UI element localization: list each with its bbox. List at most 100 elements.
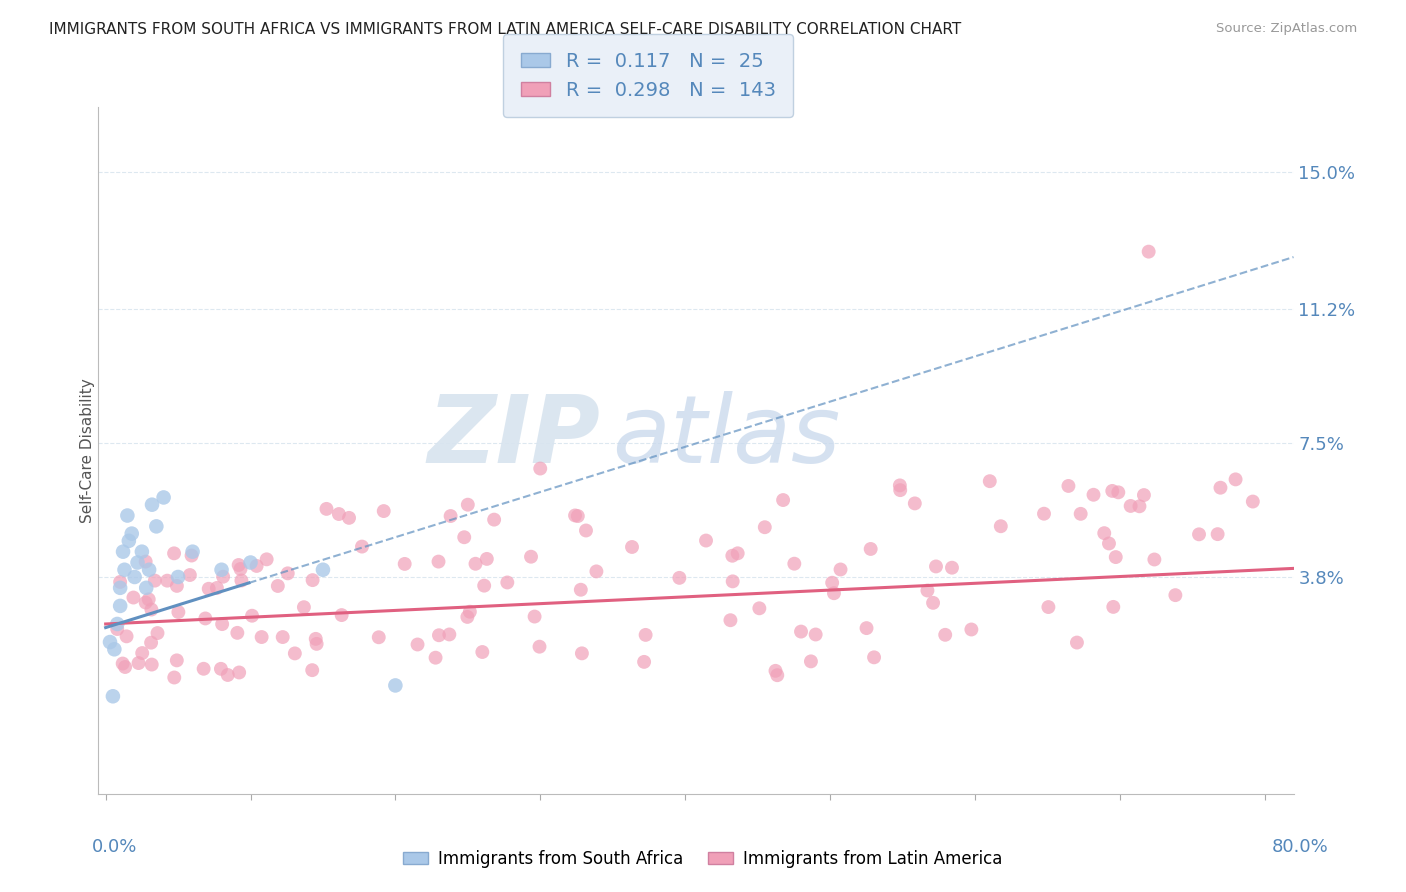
Point [766, 668, 789, 682]
Text: IMMIGRANTS FROM SOUTH AFRICA VS IMMIGRANTS FROM LATIN AMERICA SELF-CARE DISABILI: IMMIGRANTS FROM SOUTH AFRICA VS IMMIGRAN… [49, 22, 962, 37]
Point [427, 628, 450, 642]
Point [439, 509, 461, 524]
Point [228, 558, 250, 572]
Point [246, 558, 269, 573]
Text: 80.0%: 80.0% [1272, 838, 1329, 856]
Point [128, 656, 150, 670]
Point [475, 552, 498, 566]
Point [529, 461, 551, 475]
Point [855, 621, 877, 635]
Point [889, 483, 911, 497]
Point [112, 544, 135, 558]
Point [1098, 536, 1121, 550]
Point [139, 635, 162, 649]
Point [217, 668, 239, 682]
Point [179, 568, 201, 582]
Point [1241, 494, 1264, 508]
Point [301, 663, 323, 677]
Point [122, 591, 145, 605]
Point [211, 563, 233, 577]
Point [231, 574, 253, 588]
Point [567, 509, 589, 524]
Point [1119, 499, 1142, 513]
Point [197, 582, 219, 596]
Point [821, 575, 844, 590]
Point [337, 511, 360, 525]
Point [922, 596, 945, 610]
Point [772, 493, 794, 508]
Point [1102, 599, 1125, 614]
Point [990, 519, 1012, 533]
Point [1038, 600, 1060, 615]
Point [830, 562, 852, 576]
Point [211, 617, 233, 632]
Point [101, 690, 124, 704]
Point [482, 513, 505, 527]
Point [166, 579, 188, 593]
Point [240, 608, 263, 623]
Point [167, 570, 190, 584]
Point [1128, 500, 1150, 514]
Point [141, 657, 163, 672]
Y-axis label: Self-Care Disability: Self-Care Disability [80, 378, 94, 523]
Point [520, 549, 543, 564]
Point [917, 583, 939, 598]
Point [146, 626, 169, 640]
Point [1225, 472, 1247, 486]
Point [141, 498, 163, 512]
Point [141, 602, 163, 616]
Point [529, 640, 551, 654]
Point [934, 628, 956, 642]
Point [1101, 483, 1123, 498]
Point [804, 627, 827, 641]
Point [193, 662, 215, 676]
Text: ZIP: ZIP [427, 391, 600, 483]
Point [127, 556, 149, 570]
Legend: R =  0.117   N =  25, R =  0.298   N =  143: R = 0.117 N = 25, R = 0.298 N = 143 [503, 34, 793, 117]
Point [1070, 507, 1092, 521]
Point [256, 552, 278, 566]
Point [1188, 527, 1211, 541]
Point [135, 581, 157, 595]
Point [1107, 485, 1129, 500]
Point [979, 474, 1001, 488]
Point [634, 628, 657, 642]
Point [103, 642, 125, 657]
Point [194, 611, 217, 625]
Point [1209, 481, 1232, 495]
Point [464, 557, 486, 571]
Point [585, 565, 607, 579]
Point [384, 678, 406, 692]
Point [145, 519, 167, 533]
Point [1105, 550, 1128, 565]
Point [496, 575, 519, 590]
Point [941, 560, 963, 574]
Point [367, 630, 389, 644]
Point [350, 540, 373, 554]
Point [456, 610, 478, 624]
Point [960, 623, 983, 637]
Point [1092, 526, 1115, 541]
Point [239, 556, 262, 570]
Point [904, 496, 927, 510]
Point [1057, 479, 1080, 493]
Point [118, 533, 141, 548]
Point [783, 557, 806, 571]
Point [121, 526, 143, 541]
Point [863, 650, 886, 665]
Point [135, 596, 157, 610]
Point [721, 574, 744, 589]
Point [1033, 507, 1056, 521]
Point [457, 498, 479, 512]
Point [458, 605, 481, 619]
Point [1137, 244, 1160, 259]
Point [108, 599, 131, 613]
Point [135, 555, 157, 569]
Point [267, 579, 290, 593]
Point [765, 664, 787, 678]
Point [1206, 527, 1229, 541]
Point [105, 617, 128, 632]
Point [406, 638, 429, 652]
Point [163, 546, 186, 560]
Point [312, 563, 335, 577]
